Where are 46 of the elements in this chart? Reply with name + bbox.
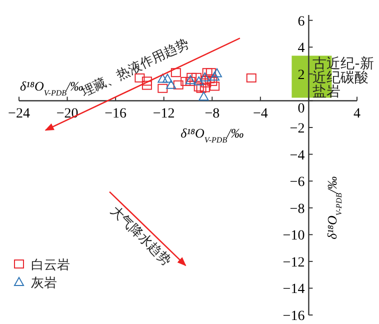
point — [207, 76, 218, 86]
point — [194, 82, 204, 92]
point — [173, 80, 184, 90]
y-tick-label: −4 — [290, 148, 305, 164]
point — [170, 68, 181, 78]
x-tick-label: −4 — [252, 106, 268, 122]
point — [180, 76, 191, 86]
point — [142, 76, 152, 86]
legend-label: 灰岩 — [31, 276, 57, 291]
point — [158, 74, 168, 83]
point — [246, 73, 256, 82]
point — [198, 92, 209, 101]
legend-label: 白云岩 — [31, 258, 70, 273]
x-tick-label: 4 — [354, 106, 360, 122]
y-tick-label: −14 — [282, 282, 305, 298]
point — [201, 78, 212, 88]
x-tick-label: −8 — [204, 106, 220, 122]
point — [142, 80, 152, 90]
y-tick-label: −10 — [282, 228, 305, 244]
point — [186, 72, 197, 82]
y-tick-label: −2 — [290, 122, 305, 136]
y-tick-label: −8 — [290, 202, 305, 217]
point — [202, 68, 212, 78]
point — [196, 84, 206, 93]
point — [166, 80, 176, 89]
point — [210, 72, 220, 81]
y-tick-label: −12 — [282, 255, 305, 270]
y-tick-label: −6 — [290, 175, 305, 190]
point — [194, 76, 204, 86]
x-tick-label: −16 — [104, 106, 127, 122]
y-tick-label: 2 — [298, 68, 305, 83]
y-tick-label: 6 — [298, 14, 305, 30]
point — [162, 74, 172, 83]
point — [210, 82, 220, 91]
y-tick-label: −16 — [282, 309, 305, 324]
y-tick-label: 0 — [298, 102, 305, 117]
point — [158, 84, 168, 93]
point — [200, 83, 210, 92]
x-tick-label: −20 — [56, 106, 78, 122]
y-tick-label: 4 — [298, 41, 305, 56]
point — [191, 72, 202, 82]
x-tick-label: −24 — [8, 106, 30, 122]
point — [200, 72, 210, 82]
x-tick-label: −12 — [152, 106, 175, 122]
point — [204, 74, 215, 84]
point — [212, 68, 222, 78]
